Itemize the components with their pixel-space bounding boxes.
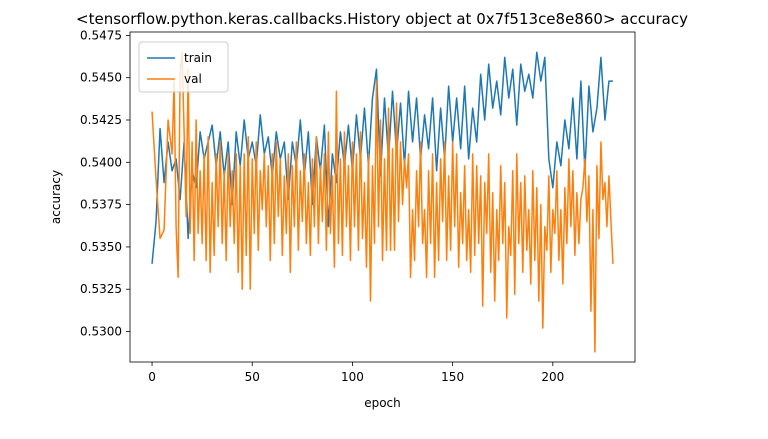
y-tick-label: 0.5425 <box>80 113 122 127</box>
x-tick-label: 100 <box>341 370 364 384</box>
y-tick-label: 0.5400 <box>80 155 122 169</box>
y-tick-label: 0.5300 <box>80 325 122 339</box>
y-axis-label: accuracy <box>49 170 63 224</box>
y-axis-ticks: 0.5300 0.5325 0.5350 0.5375 0.5400 0.5425 0.54… <box>80 28 130 339</box>
series-layer <box>151 51 614 353</box>
y-tick-label: 0.5325 <box>80 282 122 296</box>
y-tick-label: 0.5350 <box>80 240 122 254</box>
legend-label-val: val <box>184 72 202 86</box>
y-tick-label: 0.5375 <box>80 198 122 212</box>
y-tick-label: 0.5450 <box>80 71 122 85</box>
x-tick-label: 150 <box>441 370 464 384</box>
x-axis-ticks: 0 50 100 150 200 <box>148 362 564 384</box>
x-tick-label: 50 <box>245 370 260 384</box>
plot-frame <box>129 31 636 363</box>
series-line-train <box>151 51 613 264</box>
series-line-val <box>151 51 614 353</box>
legend: train val <box>138 41 229 93</box>
x-tick-label: 0 <box>148 370 156 384</box>
y-tick-label: 0.5475 <box>80 28 122 42</box>
x-axis-label: epoch <box>364 396 401 410</box>
x-tick-label: 200 <box>541 370 564 384</box>
legend-label-train: train <box>184 51 212 65</box>
chart-title: <tensorflow.python.keras.callbacks.Histo… <box>76 10 688 28</box>
